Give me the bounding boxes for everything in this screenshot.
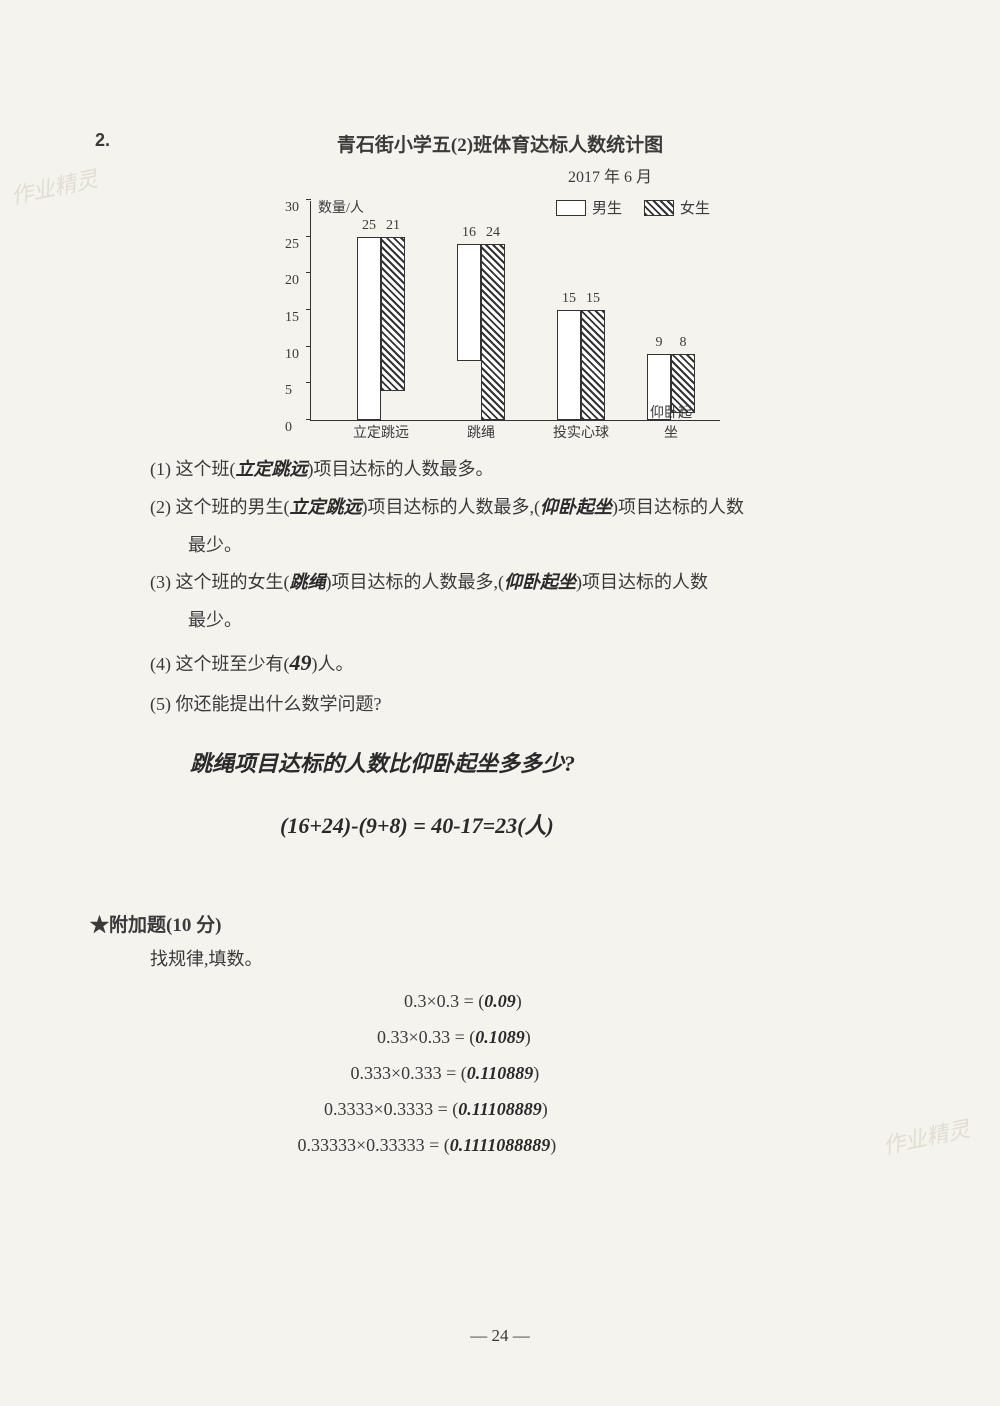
bar-chart: 男生 女生 数量/人 0510152025302521立定跳远1624跳绳151… [280,201,720,421]
bar-girls: 24 [481,244,505,420]
pattern-line: 0.3333×0.3333 = (0.11108889) [90,1091,910,1127]
q2-line2: 最少。 [188,527,910,565]
bar-group: 1624 [451,244,511,420]
q5-answer-text: 跳绳项目达标的人数比仰卧起坐多多少? [190,740,910,788]
ytick-label: 20 [285,273,299,289]
pattern-answer: 0.1111088889 [450,1127,551,1163]
legend-boys: 男生 [556,197,622,218]
pattern-block: 0.3×0.3 = (0.09)0.33×0.33 = (0.1089)0.33… [90,983,910,1163]
pattern-line: 0.33×0.33 = (0.1089) [90,1019,910,1055]
pattern-expression: 0.3333×0.3333 = ( [248,1091,458,1127]
q3: (3) 这个班的女生(跳绳)项目达标的人数最多,(仰卧起坐)项目达标的人数 [150,564,910,602]
pattern-expression: 0.33333×0.33333 = ( [240,1127,450,1163]
worksheet-page: 作业精灵 作业精灵 2. 青石街小学五(2)班体育达标人数统计图 2017 年 … [0,0,1000,1163]
chart-plot-area: 0510152025302521立定跳远1624跳绳1515投实心球98仰卧起坐 [310,201,720,421]
pattern-answer: 0.1089 [475,1019,525,1055]
bonus-subtitle: 找规律,填数。 [150,945,910,971]
xtick-label: 仰卧起坐 [647,402,696,442]
ytick-label: 30 [285,200,299,216]
bar-value: 24 [482,225,504,241]
chart-legend: 男生 女生 [556,197,710,218]
bar-value: 25 [358,218,380,234]
swatch-boys [556,200,586,216]
bar-value: 8 [672,335,694,351]
ytick-label: 25 [285,237,299,253]
pattern-answer: 0.09 [484,983,516,1019]
bar-group: 1515 [551,310,611,420]
xtick-label: 投实心球 [553,422,609,442]
ytick-label: 0 [285,420,292,436]
legend-girls-label: 女生 [680,197,710,218]
q3-line2: 最少。 [188,602,910,640]
bar-value: 9 [648,335,670,351]
q1: (1) 这个班(立定跳远)项目达标的人数最多。 [150,451,910,489]
watermark-top: 作业精灵 [8,161,101,211]
legend-girls: 女生 [644,197,710,218]
q5-answer-calc: (16+24)-(9+8) = 40-17=23(人) [280,808,910,840]
xtick-label: 立定跳远 [353,422,409,442]
q2-answer2: 仰卧起坐 [540,497,612,517]
ytick-label: 5 [285,383,292,399]
bar-boys: 15 [557,310,581,420]
pattern-expression: 0.33×0.33 = ( [265,1019,475,1055]
q2: (2) 这个班的男生(立定跳远)项目达标的人数最多,(仰卧起坐)项目达标的人数 [150,489,910,527]
bar-value: 15 [558,291,580,307]
q3-answer1: 跳绳 [289,572,325,592]
q4-answer: 49 [289,650,311,675]
pattern-line: 0.333×0.333 = (0.110889) [90,1055,910,1091]
bar-group: 2521 [351,237,411,420]
q3-answer2: 仰卧起坐 [504,572,576,592]
questions-block: (1) 这个班(立定跳远)项目达标的人数最多。 (2) 这个班的男生(立定跳远)… [150,451,910,724]
pattern-expression: 0.333×0.333 = ( [257,1055,467,1091]
chart-title: 青石街小学五(2)班体育达标人数统计图 [90,130,910,157]
q5: (5) 你还能提出什么数学问题? [150,686,910,724]
bar-girls: 15 [581,310,605,420]
q4: (4) 这个班至少有(49)人。 [150,640,910,686]
pattern-answer: 0.110889 [467,1055,534,1091]
page-number: — 24 — [0,1326,1000,1346]
legend-boys-label: 男生 [592,197,622,218]
bar-value: 15 [582,291,604,307]
xtick-label: 跳绳 [467,422,495,442]
pattern-answer: 0.11108889 [458,1091,542,1127]
q1-answer: 立定跳远 [235,459,307,479]
chart-date: 2017 年 6 月 [310,163,910,187]
pattern-expression: 0.3×0.3 = ( [274,983,484,1019]
bar-girls: 21 [381,237,405,391]
ytick-label: 15 [285,310,299,326]
swatch-girls [644,200,674,216]
bar-boys: 25 [357,237,381,420]
question-number: 2. [95,130,110,151]
bar-boys: 16 [457,244,481,361]
ytick-label: 10 [285,347,299,363]
bonus-title: ★附加题(10 分) [90,910,910,937]
bar-value: 16 [458,225,480,241]
q2-answer1: 立定跳远 [289,497,361,517]
pattern-line: 0.33333×0.33333 = (0.1111088889) [90,1127,910,1163]
pattern-line: 0.3×0.3 = (0.09) [90,983,910,1019]
bar-value: 21 [382,218,404,234]
